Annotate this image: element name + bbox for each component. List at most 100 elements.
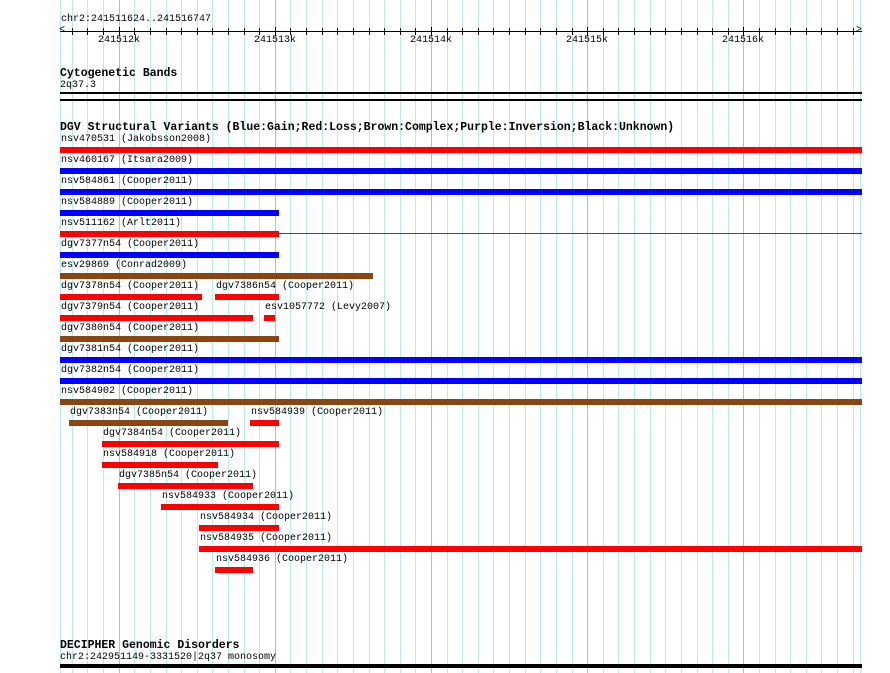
grid-line xyxy=(860,0,861,673)
grid-line xyxy=(759,0,760,673)
ruler-tick xyxy=(369,28,370,35)
decipher-feature-bar[interactable] xyxy=(60,664,862,668)
grid-line xyxy=(462,0,463,673)
grid-line xyxy=(525,0,526,673)
feature-label[interactable]: esv29869 (Conrad2009) xyxy=(61,260,188,271)
grid-line xyxy=(431,0,432,673)
grid-line xyxy=(618,0,619,673)
feature-label[interactable]: nsv584861 (Cooper2011) xyxy=(61,176,194,187)
grid-line xyxy=(290,0,291,673)
ruler-tick-label: 241512k xyxy=(98,35,141,46)
ruler-tick xyxy=(431,27,432,36)
grid-line xyxy=(775,0,776,673)
feature-thin-line xyxy=(60,233,862,234)
feature-bar-complex[interactable] xyxy=(60,273,373,279)
feature-label[interactable]: dgv7384n54 (Cooper2011) xyxy=(103,428,242,439)
feature-label[interactable]: nsv584933 (Cooper2011) xyxy=(162,491,295,502)
ruler-tick xyxy=(743,27,744,36)
ruler-tick xyxy=(853,28,854,35)
grid-line xyxy=(400,0,401,673)
ruler-tick xyxy=(509,28,510,35)
feature-label[interactable]: nsv584936 (Cooper2011) xyxy=(216,554,349,565)
ruler-tick xyxy=(415,28,416,35)
cytobands-track-title: Cytogenetic Bands xyxy=(60,67,178,80)
ruler-tick xyxy=(228,28,229,35)
ruler-tick xyxy=(275,27,276,36)
feature-bar-loss[interactable] xyxy=(60,231,279,237)
feature-bar-loss[interactable] xyxy=(215,567,253,573)
feature-label[interactable]: dgv7383n54 (Cooper2011) xyxy=(70,407,209,418)
feature-bar-loss[interactable] xyxy=(215,294,279,300)
grid-line xyxy=(415,0,416,673)
feature-label[interactable]: dgv7382n54 (Cooper2011) xyxy=(61,365,200,376)
feature-bar-loss[interactable] xyxy=(199,546,862,552)
ruler-tick xyxy=(119,27,120,36)
ruler-tick xyxy=(587,27,588,36)
ruler-tick xyxy=(87,28,88,35)
feature-bar-loss[interactable] xyxy=(250,420,279,426)
feature-label[interactable]: dgv7386n54 (Cooper2011) xyxy=(216,281,355,292)
feature-bar-loss[interactable] xyxy=(60,294,202,300)
feature-label[interactable]: nsv584939 (Cooper2011) xyxy=(251,407,384,418)
ruler-tick xyxy=(150,28,151,35)
feature-bar-loss[interactable] xyxy=(60,147,862,153)
feature-label[interactable]: nsv470531 (Jakobsson2008) xyxy=(61,134,212,145)
ruler-tick xyxy=(353,28,354,35)
ruler-tick xyxy=(790,28,791,35)
ruler-tick-label: 241516k xyxy=(722,35,765,46)
grid-line xyxy=(634,0,635,673)
grid-line xyxy=(353,0,354,673)
ruler-tick xyxy=(322,28,323,35)
ruler-tick xyxy=(244,28,245,35)
ruler-tick xyxy=(556,28,557,35)
feature-bar-loss[interactable] xyxy=(102,462,218,468)
grid-line xyxy=(447,0,448,673)
scroll-right-arrow-icon[interactable]: > xyxy=(856,25,863,36)
feature-bar-gain[interactable] xyxy=(60,168,862,174)
feature-label[interactable]: nsv511162 (Arlt2011) xyxy=(61,218,182,229)
feature-label[interactable]: nsv584934 (Cooper2011) xyxy=(200,512,333,523)
feature-label[interactable]: dgv7380n54 (Cooper2011) xyxy=(61,323,200,334)
feature-label[interactable]: nsv584902 (Cooper2011) xyxy=(61,386,194,397)
feature-bar-gain[interactable] xyxy=(60,252,279,258)
ruler-tick xyxy=(697,28,698,35)
feature-bar-loss[interactable] xyxy=(199,525,279,531)
feature-bar-gain[interactable] xyxy=(60,357,862,363)
feature-label[interactable]: nsv584889 (Cooper2011) xyxy=(61,197,194,208)
location-label: chr2:241511624..241516747 xyxy=(61,14,212,25)
grid-line xyxy=(587,0,588,673)
grid-line xyxy=(728,0,729,673)
ruler-tick xyxy=(134,28,135,35)
feature-label[interactable]: dgv7381n54 (Cooper2011) xyxy=(61,344,200,355)
ruler-tick xyxy=(759,28,760,35)
feature-bar-gain[interactable] xyxy=(60,378,862,384)
ruler-tick xyxy=(478,28,479,35)
decipher-feature-label[interactable]: chr2:242951149-3331520|2q37 monosomy xyxy=(60,652,277,663)
grid-line xyxy=(806,0,807,673)
feature-label[interactable]: nsv584935 (Cooper2011) xyxy=(200,533,333,544)
scroll-left-arrow-icon[interactable]: < xyxy=(59,25,66,36)
feature-label[interactable]: esv1057772 (Levy2007) xyxy=(265,302,392,313)
ruler-tick xyxy=(166,28,167,35)
feature-bar-complex[interactable] xyxy=(69,420,228,426)
feature-bar-complex[interactable] xyxy=(60,399,862,405)
ruler-tick-label: 241513k xyxy=(254,35,297,46)
feature-label[interactable]: dgv7377n54 (Cooper2011) xyxy=(61,239,200,250)
feature-bar-loss[interactable] xyxy=(118,483,253,489)
feature-label[interactable]: dgv7378n54 (Cooper2011) xyxy=(61,281,200,292)
feature-bar-loss[interactable] xyxy=(161,504,279,510)
ruler-tick xyxy=(650,28,651,35)
feature-label[interactable]: dgv7385n54 (Cooper2011) xyxy=(119,470,258,481)
grid-line xyxy=(790,0,791,673)
grid-line xyxy=(665,0,666,673)
feature-bar-complex[interactable] xyxy=(60,336,279,342)
feature-bar-gain[interactable] xyxy=(60,189,862,195)
feature-bar-loss[interactable] xyxy=(264,315,275,321)
ruler-tick xyxy=(572,28,573,35)
feature-bar-loss[interactable] xyxy=(60,315,253,321)
feature-label[interactable]: nsv584918 (Cooper2011) xyxy=(103,449,236,460)
feature-label[interactable]: nsv460167 (Itsara2009) xyxy=(61,155,194,166)
feature-bar-gain[interactable] xyxy=(60,210,279,216)
feature-bar-loss[interactable] xyxy=(102,441,279,447)
feature-label[interactable]: dgv7379n54 (Cooper2011) xyxy=(61,302,200,313)
